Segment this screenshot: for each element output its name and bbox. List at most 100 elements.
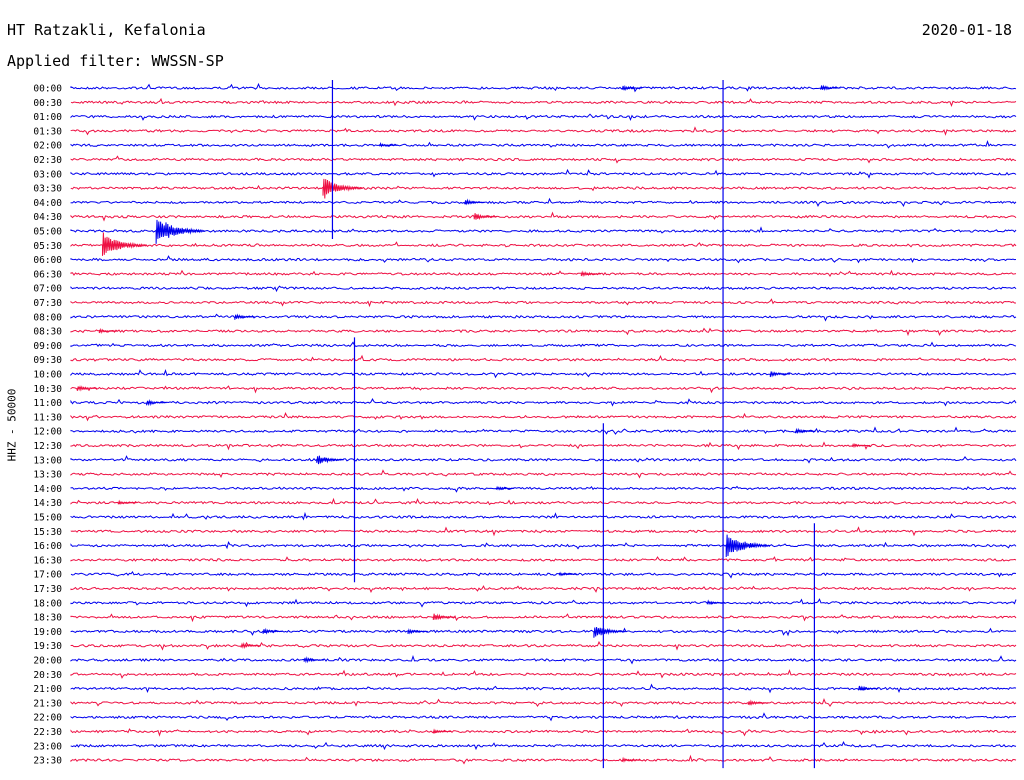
row-time-label: 17:00 [33, 570, 62, 581]
row-time-label: 07:00 [33, 284, 62, 295]
row-time-label: 09:30 [33, 355, 62, 366]
row-time-label: 12:30 [33, 441, 62, 452]
trace-line [70, 511, 1017, 521]
event-waveform [473, 213, 497, 221]
event-waveform [725, 534, 771, 558]
row-time-label: 04:30 [33, 212, 62, 223]
trace-line [70, 269, 1017, 278]
trace-line [70, 541, 1017, 550]
row-time-label: 21:00 [33, 684, 62, 695]
row-time-label: 08:30 [33, 327, 62, 338]
row-time-label: 07:30 [33, 298, 62, 309]
trace-line [70, 698, 1017, 708]
row-time-label: 19:30 [33, 641, 62, 652]
trace-line [70, 497, 1017, 506]
trace-line [70, 712, 1017, 722]
trace-line [70, 385, 1016, 394]
row-time-label: 08:00 [33, 312, 62, 323]
trace-line [70, 97, 1017, 108]
event-waveform [102, 232, 148, 256]
row-time-label: 00:00 [33, 84, 62, 95]
row-time-label: 15:30 [33, 527, 62, 538]
event-waveform [379, 142, 398, 148]
trace-line [70, 728, 1017, 737]
trace-line [70, 397, 1017, 407]
row-time-label: 14:30 [33, 498, 62, 509]
trace-line [70, 598, 1017, 608]
event-waveform [262, 627, 284, 635]
row-time-label: 14:00 [33, 484, 62, 495]
trace-line [70, 168, 1017, 179]
event-waveform [769, 371, 791, 378]
row-time-label: 05:00 [33, 227, 62, 238]
event-waveform [580, 270, 602, 278]
row-time-label: 16:00 [33, 541, 62, 552]
trace-line [70, 155, 1017, 164]
trace-line [70, 354, 1017, 363]
trace-line [70, 285, 1017, 293]
trace-line [70, 485, 1017, 493]
event-waveform [322, 178, 363, 199]
trace-line [70, 426, 1017, 435]
row-time-label: 18:00 [33, 598, 62, 609]
row-time-label: 16:30 [33, 555, 62, 566]
event-waveform [858, 685, 879, 692]
event-waveform [155, 219, 206, 244]
event-waveform [495, 485, 515, 491]
row-time-label: 05:30 [33, 241, 62, 252]
event-waveform [432, 613, 456, 621]
row-time-label: 13:00 [33, 455, 62, 466]
trace-line [70, 113, 1017, 121]
event-waveform [98, 327, 118, 334]
trace-line [70, 298, 1016, 308]
trace-line [70, 82, 1017, 93]
event-waveform [146, 398, 167, 407]
row-time-label: 02:30 [33, 155, 62, 166]
trace-line [70, 469, 1017, 479]
row-time-label: 17:30 [33, 584, 62, 595]
trace-line [70, 226, 1017, 234]
row-time-label: 10:00 [33, 370, 62, 381]
event-waveform [795, 427, 816, 434]
row-time-label: 23:00 [33, 741, 62, 752]
trace-line [70, 627, 1017, 637]
trace-line [70, 640, 1017, 651]
event-waveform [593, 626, 626, 638]
trace-line [70, 441, 1017, 451]
trace-line [70, 255, 1017, 264]
row-time-label: 04:00 [33, 198, 62, 209]
row-time-label: 11:30 [33, 412, 62, 423]
row-time-label: 11:00 [33, 398, 62, 409]
row-time-label: 01:00 [33, 112, 62, 123]
event-waveform [464, 198, 485, 206]
event-waveform [234, 313, 255, 320]
row-time-label: 23:30 [33, 756, 62, 767]
station-title: HT Ratzakli, Kefalonia [7, 21, 206, 39]
trace-line [70, 341, 1017, 348]
trace-line [70, 570, 1017, 579]
row-time-label: 02:00 [33, 141, 62, 152]
row-time-label: 20:00 [33, 656, 62, 667]
trace-line [70, 140, 1017, 149]
event-waveform [621, 756, 641, 763]
event-waveform [432, 728, 452, 734]
trace-line [70, 455, 1017, 464]
event-waveform [851, 442, 871, 449]
row-time-label: 13:30 [33, 470, 62, 481]
trace-line [70, 313, 1017, 322]
event-waveform [316, 455, 344, 465]
record-date: 2020-01-18 [921, 21, 1012, 39]
trace-line [70, 654, 1017, 665]
row-time-label: 06:30 [33, 269, 62, 280]
event-waveform [706, 599, 726, 606]
trace-line [70, 741, 1017, 751]
trace-line [70, 613, 1017, 623]
event-waveform [558, 571, 578, 577]
event-waveform [820, 84, 841, 91]
row-time-label: 12:00 [33, 427, 62, 438]
row-time-label: 00:30 [33, 98, 62, 109]
row-time-label: 22:30 [33, 727, 62, 738]
row-time-label: 03:30 [33, 184, 62, 195]
event-waveform [117, 499, 137, 506]
